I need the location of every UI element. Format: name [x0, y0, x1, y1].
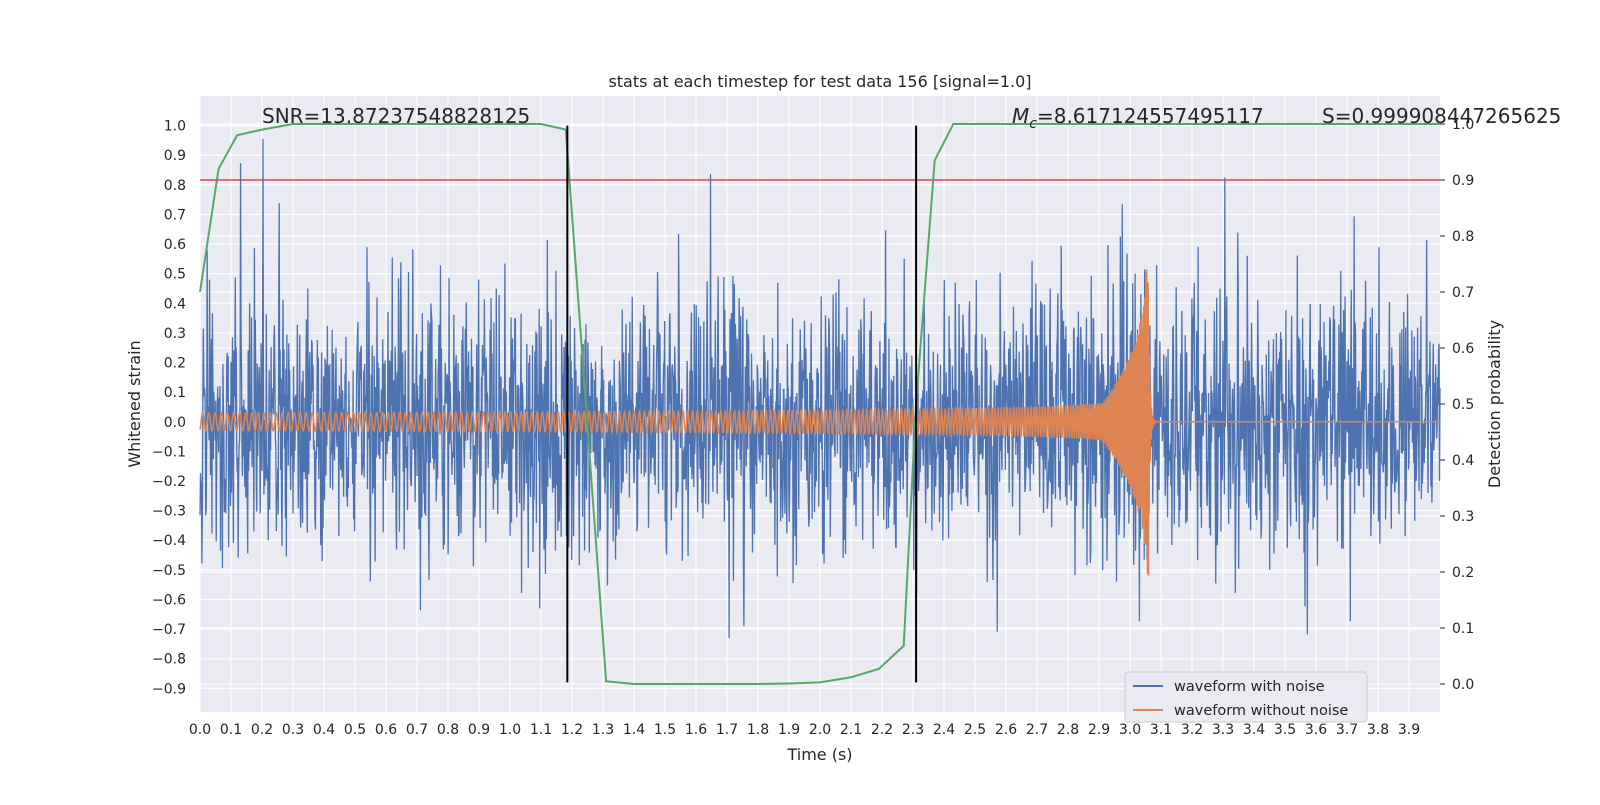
x-tick-label: 1.4: [623, 722, 645, 738]
x-tick-label: 2.1: [840, 722, 862, 738]
x-tick-label: 0.5: [344, 722, 366, 738]
x-tick-label: 3.3: [1212, 722, 1234, 738]
x-tick-label: 3.2: [1181, 722, 1203, 738]
x-tick-label: 2.9: [1088, 722, 1110, 738]
y-tick-label: 0.0: [164, 415, 186, 431]
y-tick-label: 0.3: [164, 326, 186, 342]
y-tick-label: −0.1: [152, 444, 186, 460]
y-tick-label: −0.9: [152, 681, 186, 697]
x-tick-label: 1.2: [561, 722, 583, 738]
x-tick-label: 3.1: [1150, 722, 1172, 738]
line-waveform-with-noise: [199, 138, 1441, 638]
x-tick-label: 0.6: [375, 722, 397, 738]
y2-tick-label: 0.2: [1452, 565, 1474, 581]
series-detection-probability: [199, 123, 1440, 685]
series-waveform-without-noise: [199, 269, 1440, 576]
y2-tick-label: 0.9: [1452, 173, 1474, 189]
y-tick-label: −0.3: [152, 504, 186, 520]
x-tick-label: 2.0: [809, 722, 831, 738]
vertical-markers: [566, 125, 918, 683]
y-tick-label: −0.2: [152, 474, 186, 490]
y2-tick-label: 0.8: [1452, 229, 1474, 245]
x-tick-label: 3.5: [1274, 722, 1296, 738]
x-axis-ticks: 0.0 0.1 0.2 0.3 0.4 0.5 0.6 0.7 0.8 0.9 1.0 1.1 1.2 1…: [189, 722, 1420, 738]
x-tick-label: 3.8: [1367, 722, 1389, 738]
x-tick-label: 1.8: [747, 722, 769, 738]
y2-tick-label: 1.0: [1452, 117, 1474, 133]
x-tick-label: 3.4: [1243, 722, 1265, 738]
y-tick-label: 0.1: [164, 385, 186, 401]
x-tick-label: 2.8: [1057, 722, 1079, 738]
x-tick-label: 3.9: [1398, 722, 1420, 738]
x-tick-label: 0.1: [220, 722, 242, 738]
x-tick-label: 1.9: [778, 722, 800, 738]
y-tick-label: −0.4: [152, 533, 186, 549]
y2-tick-label: 0.3: [1452, 509, 1474, 525]
x-tick-label: 1.1: [530, 722, 552, 738]
line-waveform-without-noise: [199, 269, 1440, 576]
y-tick-label: −0.8: [152, 652, 186, 668]
chirp-mass-annotation: Mc=8.617124557495117: [1012, 104, 1264, 132]
chart-title: stats at each timestep for test data 156…: [608, 72, 1031, 91]
y2-tick-label: 0.7: [1452, 285, 1474, 301]
x-tick-label: 0.0: [189, 722, 211, 738]
x-tick-label: 2.7: [1026, 722, 1048, 738]
y-tick-label: −0.6: [152, 592, 186, 608]
y2-tick-label: 0.1: [1452, 621, 1474, 637]
legend-label-clean: waveform without noise: [1174, 703, 1348, 719]
x-tick-label: 1.5: [654, 722, 676, 738]
x-tick-label: 0.4: [313, 722, 335, 738]
y2-tick-label: 0.4: [1452, 453, 1474, 469]
legend: waveform with noise waveform without noi…: [1124, 671, 1368, 723]
y-tick-label: −0.5: [152, 563, 186, 579]
x-tick-label: 2.4: [933, 722, 955, 738]
y-tick-label: 0.5: [164, 267, 186, 283]
y-tick-label: 0.7: [164, 207, 186, 223]
legend-label-noise: waveform with noise: [1174, 679, 1325, 695]
x-tick-label: 1.6: [685, 722, 707, 738]
x-tick-label: 2.5: [964, 722, 986, 738]
x-tick-label: 0.9: [468, 722, 490, 738]
x-tick-label: 2.6: [995, 722, 1017, 738]
x-tick-label: 3.7: [1336, 722, 1358, 738]
line-detection-probability: [199, 123, 1440, 685]
x-tick-label: 0.2: [251, 722, 273, 738]
x-tick-label: 3.6: [1305, 722, 1327, 738]
y-tick-label: 0.9: [164, 148, 186, 164]
x-tick-label: 1.7: [716, 722, 738, 738]
snr-annotation: SNR=13.87237548828125: [262, 104, 530, 128]
y2-tick-label: 0.6: [1452, 341, 1474, 357]
x-axis-label: Time (s): [786, 745, 852, 764]
x-tick-label: 0.3: [282, 722, 304, 738]
y-tick-label: 0.8: [164, 178, 186, 194]
y-axis-label: Whitened strain: [125, 340, 144, 467]
y-tick-label: 1.0: [164, 119, 186, 135]
y2-axis-label: Detection probability: [1485, 320, 1504, 488]
y-tick-label: 0.6: [164, 237, 186, 253]
y-axis-ticks: 1.0 0.9 0.8 0.7 0.6 0.5 0.4 0.3 0.2 0.1 0.0 −0.1 −0.…: [152, 119, 186, 698]
y-tick-label: −0.7: [152, 622, 186, 638]
x-tick-label: 1.0: [499, 722, 521, 738]
y-tick-label: 0.2: [164, 356, 186, 372]
y2-tick-label: 0.5: [1452, 397, 1474, 413]
x-tick-label: 3.0: [1119, 722, 1141, 738]
x-tick-label: 0.8: [437, 722, 459, 738]
y-tick-label: 0.4: [164, 296, 186, 312]
s-annotation: S=0.999908447265625: [1322, 104, 1561, 128]
series-waveform-with-noise: [199, 138, 1441, 638]
x-tick-label: 2.3: [902, 722, 924, 738]
x-tick-label: 1.3: [592, 722, 614, 738]
x-tick-label: 2.2: [871, 722, 893, 738]
legend-box: [1124, 671, 1368, 723]
x-tick-label: 0.7: [406, 722, 428, 738]
y2-tick-label: 0.0: [1452, 677, 1474, 693]
y2-axis-ticks: 1.0 0.9 0.8 0.7 0.6 0.5 0.4 0.3 0.2 0.1 0.0: [1440, 117, 1474, 693]
